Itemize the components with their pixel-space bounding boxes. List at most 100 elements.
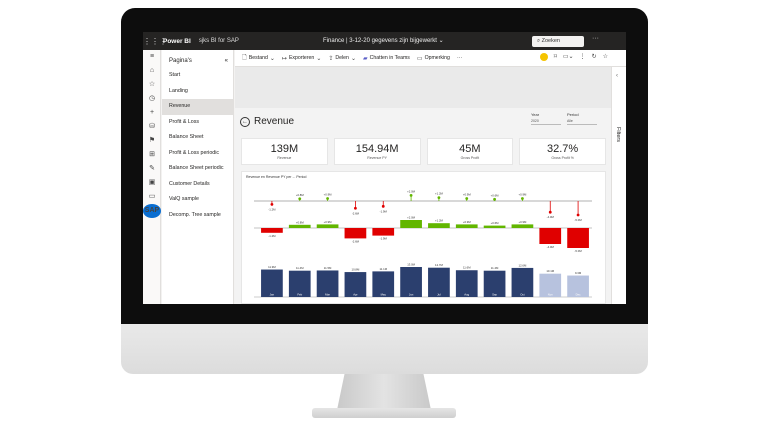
chevron-left-icon[interactable]: ‹ (616, 73, 618, 79)
lollipop-head (381, 204, 385, 208)
share-button[interactable]: ⇪ Delen ⌄ (328, 55, 356, 62)
comment-button[interactable]: ▭ Opmerking (417, 55, 450, 62)
bar-value-label: 10.1M (546, 269, 554, 273)
share-icon: ⇪ (328, 55, 334, 62)
sap-workspace-icon[interactable]: SAP (143, 204, 161, 218)
kpi-card-revenue[interactable]: 139M Revenue (241, 138, 328, 165)
more-icon[interactable]: ··· (592, 35, 599, 42)
page-item[interactable]: Profit & Loss periodic (169, 149, 220, 156)
feedback-emoji-icon[interactable] (539, 53, 548, 61)
delta-bar (288, 224, 311, 228)
page-item[interactable]: Profit & Loss (169, 118, 200, 125)
pages-header: Pagina's (169, 58, 192, 64)
home-icon[interactable]: ⌂ (149, 67, 155, 74)
category-label: Nov (548, 293, 554, 297)
delta-bar (261, 228, 283, 233)
pages-pane: Pagina's « Start Landing Revenue Profit & L… (162, 50, 234, 304)
lollipop-label: +0.8M (296, 193, 305, 197)
revenue-bar (567, 275, 589, 297)
page-item[interactable]: Balance Sheet periodic (169, 165, 224, 171)
refresh-icon[interactable]: ↻ (591, 54, 597, 60)
kpi-card-gross-profit-pct[interactable]: 32.7% Gross Profit % (519, 138, 606, 165)
delta-bar (400, 220, 422, 228)
year-slicer-value: 2020 (531, 119, 561, 125)
view-icon[interactable]: ▭⌄ (562, 54, 574, 60)
revenue-bar (400, 267, 422, 297)
kpi-card-gross-profit[interactable]: 45M Gross Profit (426, 138, 514, 165)
share-label: Delen (335, 55, 349, 61)
top-bar: ⋮⋮⋮ Power BI sjks BI for SAP Finance | 3… (143, 32, 626, 50)
export-menu-label: Exporteren (288, 55, 315, 61)
page-item[interactable]: Landing (169, 87, 188, 94)
collapse-pages-icon[interactable]: « (224, 58, 228, 64)
filters-pane[interactable]: ‹ Filters (611, 67, 626, 304)
bookmark-icon[interactable]: ⌑ (553, 54, 557, 60)
report-title: Revenue (254, 116, 295, 127)
create-icon[interactable]: + (149, 109, 155, 116)
year-slicer[interactable]: Year 2020 (531, 112, 561, 125)
bar-value-label: 11.1M (379, 267, 387, 271)
teams-chat-button[interactable]: ▰ Chatten in Teams (363, 55, 410, 62)
category-label: Feb (297, 293, 302, 297)
monitor-icon[interactable]: ▭ (148, 193, 156, 200)
learn-icon[interactable]: ✎ (149, 165, 155, 172)
page-item[interactable]: ValQ sample (169, 196, 199, 202)
goals-icon[interactable]: ⚑ (148, 137, 156, 144)
app-name[interactable]: Power BI (163, 37, 191, 45)
chevron-down-icon: ⌄ (350, 55, 356, 62)
page-item[interactable]: Balance Sheet (169, 134, 204, 140)
bar-value-label: 11.6M (463, 266, 471, 270)
lollipop-head (493, 197, 496, 201)
bar-value-label: 11.4M (491, 266, 499, 270)
revenue-bar (372, 271, 395, 297)
comment-label: Opmerking (424, 55, 450, 61)
favorites-icon[interactable]: ☆ (148, 81, 156, 88)
bar-value-label: 9.3M (575, 271, 582, 275)
bar-value-label: 12.7M (435, 263, 443, 267)
category-label: Dec (576, 293, 582, 297)
kpi-label: Revenue PY (367, 156, 387, 160)
file-icon: 🗋 (242, 55, 247, 61)
lollipop-label: -2.6M (352, 211, 360, 215)
kpi-label: Revenue (277, 156, 292, 160)
lollipop-label: -4.0M (547, 215, 555, 219)
monitor-stand-foot (312, 408, 456, 418)
datasets-icon[interactable]: ⛁ (149, 123, 155, 130)
delta-bar (372, 228, 395, 236)
workspace-name[interactable]: sjks BI for SAP (198, 38, 239, 44)
category-label: Jan (270, 293, 275, 297)
delta-bar (455, 224, 478, 228)
back-arrow-icon[interactable]: ← (240, 117, 250, 127)
page-item[interactable]: Revenue (162, 99, 233, 115)
report-status-title[interactable]: Finance | 3-12-20 gegevens zijn bijgewer… (323, 38, 444, 44)
period-slicer[interactable]: Period Alle (567, 112, 597, 125)
search-input[interactable]: ⌕ Zoeken (532, 36, 584, 47)
kpi-card-revenue-py[interactable]: 154.94M Revenue PY (333, 138, 421, 165)
page-item[interactable]: Decomp. Tree sample (169, 211, 221, 218)
lollipop-head (270, 202, 274, 206)
file-menu[interactable]: 🗋 Bestand ⌄ (242, 53, 275, 63)
app-launcher-icon[interactable]: ⋮⋮⋮ (143, 36, 167, 46)
revenue-chart[interactable]: -1.2M -1.2M 11.9M Jan +0.8M +0.8M 11.4M Feb +0.9… (242, 172, 607, 304)
command-bar: 🗋 Bestand ⌄ ↦ Exporteren ⌄ ⇪ Delen ⌄ ▰ Chatten … (235, 50, 626, 67)
apps-icon[interactable]: ⊞ (149, 151, 155, 158)
page-item[interactable]: Customer Details (169, 180, 210, 187)
delta-label: +0.6M (491, 221, 500, 225)
bar-value-label: 11.4M (296, 266, 304, 270)
more-options-icon[interactable]: ··· (456, 55, 463, 61)
delta-bar (316, 224, 339, 228)
more-icon[interactable]: ⋮ (579, 54, 586, 60)
export-menu[interactable]: ↦ Exporteren ⌄ (282, 55, 321, 62)
revenue-bar (483, 270, 506, 297)
bar-value-label: 11.5M (324, 266, 332, 270)
page-item[interactable]: Start (169, 72, 181, 78)
delta-label: -4.0M (547, 245, 555, 249)
favorite-icon[interactable]: ☆ (602, 54, 608, 60)
hamburger-icon[interactable]: ≡ (149, 53, 155, 60)
monitor-chin (121, 324, 648, 374)
delta-label: -1.9M (380, 237, 388, 241)
revenue-chart-card[interactable]: Revenue en Revenue PY per ... Period -1.… (241, 171, 606, 304)
recent-icon[interactable]: ◷ (148, 95, 156, 102)
workspaces-icon[interactable]: ▣ (148, 179, 156, 186)
bar-value-label: 10.8M (352, 268, 360, 272)
